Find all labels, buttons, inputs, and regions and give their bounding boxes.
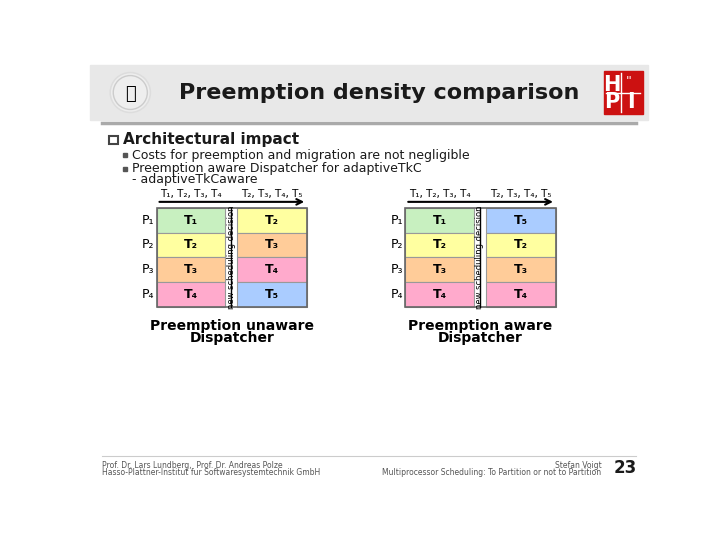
Text: Dispatcher: Dispatcher — [438, 331, 523, 345]
Bar — [486, 257, 556, 282]
Bar — [157, 233, 225, 257]
Text: T₄: T₄ — [265, 263, 279, 276]
Text: 23: 23 — [614, 459, 637, 477]
Text: P: P — [604, 92, 619, 112]
Text: T₅: T₅ — [514, 214, 528, 227]
Text: T₂: T₂ — [265, 214, 279, 227]
Bar — [157, 208, 307, 307]
Text: T₅: T₅ — [265, 288, 279, 301]
Bar — [238, 257, 307, 282]
Text: new scheduling decision: new scheduling decision — [227, 206, 235, 309]
Bar — [109, 136, 118, 144]
Bar — [238, 233, 307, 257]
Text: Stefan Voigt: Stefan Voigt — [554, 461, 601, 470]
Text: 🏛: 🏛 — [125, 85, 135, 103]
Text: P₁: P₁ — [142, 214, 154, 227]
Text: P₁: P₁ — [391, 214, 403, 227]
Bar — [405, 257, 474, 282]
Text: ": " — [626, 75, 631, 88]
Text: T₄: T₄ — [184, 288, 198, 301]
Bar — [405, 282, 474, 307]
Text: I: I — [627, 92, 635, 112]
Text: H: H — [603, 75, 620, 95]
Text: Costs for preemption and migration are not negligible: Costs for preemption and migration are n… — [132, 149, 469, 162]
Text: T₂, T₃, T₄, T₅: T₂, T₃, T₄, T₅ — [241, 189, 303, 199]
Bar — [157, 257, 225, 282]
Text: T₃: T₃ — [433, 263, 446, 276]
Text: Preemption aware Dispatcher for adaptiveTkC: Preemption aware Dispatcher for adaptive… — [132, 162, 421, 176]
Bar — [238, 208, 307, 233]
Text: Architectural impact: Architectural impact — [123, 132, 300, 147]
Text: Preemption aware: Preemption aware — [408, 319, 553, 333]
Text: Preemption density comparison: Preemption density comparison — [179, 83, 580, 103]
Text: T₃: T₃ — [184, 263, 198, 276]
Text: T₄: T₄ — [433, 288, 446, 301]
Bar — [405, 233, 474, 257]
Bar — [486, 208, 556, 233]
Text: P₂: P₂ — [391, 239, 403, 252]
Text: T₂: T₂ — [514, 239, 528, 252]
Bar — [157, 208, 225, 233]
Bar — [123, 167, 127, 171]
Bar — [157, 282, 225, 307]
Bar — [486, 282, 556, 307]
Text: T₃: T₃ — [514, 263, 528, 276]
Text: P₃: P₃ — [391, 263, 403, 276]
Text: T₁, T₂, T₃, T₄: T₁, T₂, T₃, T₄ — [160, 189, 222, 199]
Bar — [405, 208, 556, 307]
Text: P₄: P₄ — [142, 288, 154, 301]
Text: T₁: T₁ — [184, 214, 198, 227]
Text: T₄: T₄ — [514, 288, 528, 301]
Text: Prof. Dr. Lars Lundberg,  Prof. Dr. Andreas Polze: Prof. Dr. Lars Lundberg, Prof. Dr. Andre… — [102, 461, 282, 470]
Text: Multiprocessor Scheduling: To Partition or not to Partition: Multiprocessor Scheduling: To Partition … — [382, 468, 601, 476]
Text: T₃: T₃ — [265, 239, 279, 252]
Text: Dispatcher: Dispatcher — [189, 331, 274, 345]
Text: P₃: P₃ — [142, 263, 154, 276]
Text: T₂, T₃, T₄, T₅: T₂, T₃, T₄, T₅ — [490, 189, 552, 199]
Bar — [405, 208, 474, 233]
Text: T₂: T₂ — [184, 239, 198, 252]
Bar — [604, 71, 642, 114]
Text: - adaptiveTkCaware: - adaptiveTkCaware — [132, 173, 257, 186]
Text: P₂: P₂ — [142, 239, 154, 252]
Text: T₁, T₂, T₃, T₄: T₁, T₂, T₃, T₄ — [409, 189, 470, 199]
Text: P₄: P₄ — [391, 288, 403, 301]
Text: Hasso-Plattner-Institut fur Softwaresystemtechnik GmbH: Hasso-Plattner-Institut fur Softwaresyst… — [102, 468, 320, 476]
Text: Preemption unaware: Preemption unaware — [150, 319, 314, 333]
Circle shape — [110, 72, 150, 112]
Bar — [238, 282, 307, 307]
Bar — [123, 153, 127, 157]
Text: T₁: T₁ — [433, 214, 446, 227]
Circle shape — [112, 74, 149, 111]
Text: T₂: T₂ — [433, 239, 446, 252]
Bar — [90, 65, 648, 120]
Bar — [486, 233, 556, 257]
Text: new scheduling decision: new scheduling decision — [475, 206, 485, 309]
